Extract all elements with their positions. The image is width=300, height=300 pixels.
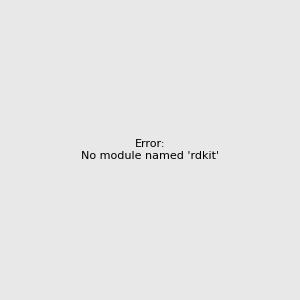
Text: Error:
No module named 'rdkit': Error: No module named 'rdkit' [81,139,219,161]
